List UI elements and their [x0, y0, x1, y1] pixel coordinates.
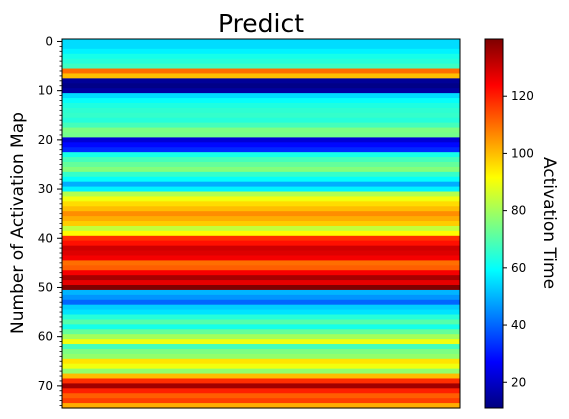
- heatmap-row: [62, 290, 460, 296]
- heatmap-row: [62, 54, 460, 60]
- heatmap-row: [62, 73, 460, 79]
- heatmap-row: [62, 369, 460, 375]
- heatmap-row: [62, 339, 460, 345]
- heatmap-row: [62, 319, 460, 325]
- heatmap-row: [62, 231, 460, 237]
- heatmap-row: [62, 157, 460, 163]
- heatmap-row: [62, 374, 460, 380]
- heatmap-row: [62, 187, 460, 193]
- heatmap-row: [62, 88, 460, 94]
- chart-title: Predict: [218, 9, 304, 38]
- y-axis-ticks: 0 10 20 30 40 50 60 70: [38, 34, 62, 405]
- heatmap-row: [62, 167, 460, 173]
- heatmap-row: [62, 59, 460, 65]
- y-tick-label: 20: [38, 133, 53, 147]
- colorbar-tick-label: 60: [511, 261, 526, 275]
- heatmap-row: [62, 295, 460, 301]
- heatmap-row: [62, 251, 460, 257]
- heatmap-row: [62, 128, 460, 134]
- heatmap-row: [62, 334, 460, 340]
- y-tick-label: 30: [38, 182, 53, 196]
- heatmap-row: [62, 123, 460, 129]
- y-tick-label: 0: [45, 34, 53, 48]
- colorbar-tick-label: 80: [511, 204, 526, 218]
- heatmap-row: [62, 300, 460, 306]
- heatmap-row: [62, 364, 460, 370]
- y-tick-label: 70: [38, 379, 53, 393]
- heatmap-row: [62, 172, 460, 178]
- heatmap-row: [62, 393, 460, 399]
- heatmap-row: [62, 236, 460, 242]
- heatmap-row: [62, 78, 460, 84]
- heatmap-row: [62, 354, 460, 360]
- heatmap-row: [62, 344, 460, 350]
- heatmap-row: [62, 270, 460, 276]
- heatmap-row: [62, 265, 460, 271]
- heatmap-row: [62, 196, 460, 202]
- y-tick-label: 10: [38, 84, 53, 98]
- heatmap-row: [62, 93, 460, 99]
- heatmap-row: [62, 108, 460, 114]
- heatmap-row: [62, 329, 460, 335]
- heatmap-row: [62, 162, 460, 168]
- y-tick-label: 40: [38, 231, 53, 245]
- heatmap-row: [62, 64, 460, 70]
- heatmap-row: [62, 378, 460, 384]
- heatmap-row: [62, 147, 460, 153]
- heatmap-row: [62, 182, 460, 188]
- heatmap-row: [62, 359, 460, 365]
- heatmap-row: [62, 49, 460, 55]
- heatmap-row: [62, 221, 460, 227]
- heatmap-row: [62, 216, 460, 222]
- heatmap-row: [62, 285, 460, 291]
- heatmap-row: [62, 192, 460, 198]
- heatmap-row: [62, 152, 460, 158]
- y-tick-label: 50: [38, 280, 53, 294]
- heatmap-row: [62, 83, 460, 89]
- heatmap-row: [62, 206, 460, 212]
- colorbar-tick-label: 100: [511, 146, 534, 160]
- heatmap-row: [62, 275, 460, 281]
- heatmap-row: [62, 98, 460, 104]
- heatmap-row: [62, 260, 460, 266]
- heatmap-row: [62, 280, 460, 286]
- heatmap-row: [62, 305, 460, 311]
- heatmap-row: [62, 39, 460, 45]
- y-axis-label: Number of Activation Map: [8, 112, 28, 334]
- heatmap-row: [62, 324, 460, 330]
- heatmap-row: [62, 226, 460, 232]
- heatmap-row: [62, 211, 460, 217]
- colorbar: [485, 39, 503, 408]
- heatmap-row: [62, 246, 460, 252]
- heatmap-row: [62, 103, 460, 109]
- heatmap-row: [62, 137, 460, 143]
- heatmap-row: [62, 310, 460, 316]
- colorbar-tick-label: 120: [511, 89, 534, 103]
- heatmap-row: [62, 118, 460, 124]
- heatmap-row: [62, 315, 460, 321]
- heatmap-row: [62, 201, 460, 207]
- heatmap-row: [62, 113, 460, 119]
- heatmap-row: [62, 398, 460, 404]
- heatmap-rows: [62, 39, 460, 409]
- heatmap-row: [62, 177, 460, 183]
- heatmap-row: [62, 388, 460, 394]
- heatmap-row: [62, 241, 460, 247]
- heatmap-row: [62, 349, 460, 355]
- colorbar-tick-label: 40: [511, 318, 526, 332]
- heatmap-row: [62, 44, 460, 50]
- heatmap-row: [62, 142, 460, 148]
- heatmap-row: [62, 69, 460, 75]
- heatmap-row: [62, 383, 460, 389]
- y-tick-label: 60: [38, 330, 53, 344]
- colorbar-ticks: 20 40 60 80 100 120: [503, 89, 534, 389]
- colorbar-label: Activation Time: [539, 157, 559, 289]
- colorbar-tick-label: 20: [511, 375, 526, 389]
- heatmap-row: [62, 255, 460, 261]
- heatmap-row: [62, 132, 460, 138]
